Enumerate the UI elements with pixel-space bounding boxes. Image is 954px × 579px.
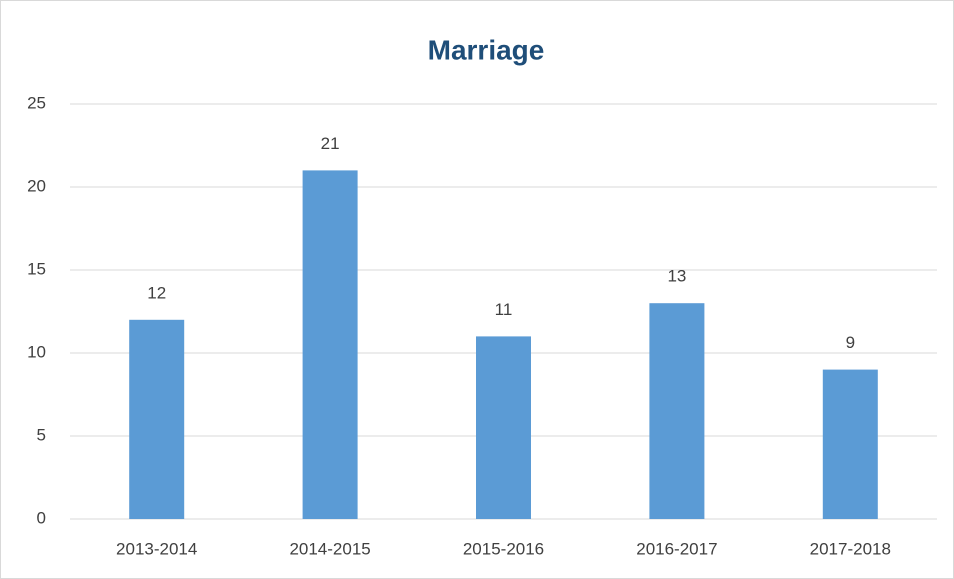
y-tick-label: 15 [27, 259, 46, 278]
y-tick-label: 25 [27, 93, 46, 112]
y-tick-label: 0 [37, 508, 46, 527]
bar [129, 319, 185, 519]
x-tick-label: 2013-2014 [116, 539, 197, 558]
bar [822, 369, 878, 519]
y-tick-label: 10 [27, 342, 46, 361]
bar [302, 170, 358, 519]
chart-title: Marriage [428, 34, 545, 65]
x-tick-label: 2015-2016 [463, 539, 544, 558]
data-label: 12 [147, 283, 166, 302]
data-label: 11 [495, 300, 513, 319]
y-tick-label: 20 [27, 176, 46, 195]
bar [649, 303, 705, 519]
data-label: 13 [667, 267, 686, 286]
data-label: 21 [321, 134, 340, 153]
data-label: 9 [846, 333, 855, 352]
y-tick-label: 5 [37, 425, 46, 444]
x-tick-label: 2017-2018 [810, 539, 891, 558]
x-tick-label: 2014-2015 [289, 539, 370, 558]
x-tick-label: 2016-2017 [636, 539, 717, 558]
bar [476, 336, 531, 519]
